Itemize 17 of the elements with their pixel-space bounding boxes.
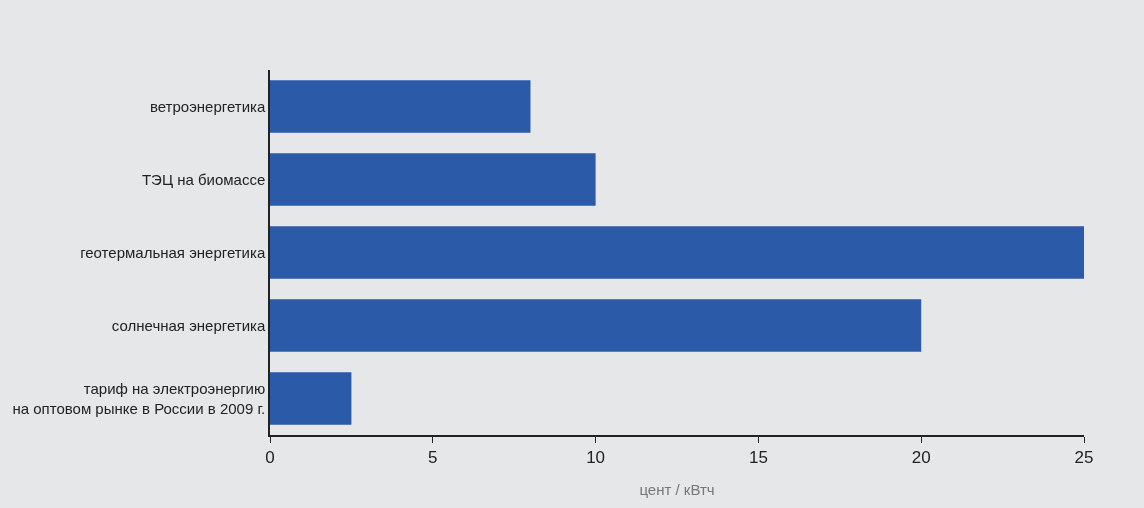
y-tick-label: ветроэнергетика [149, 97, 266, 115]
x-tick-label: 5 [428, 448, 438, 468]
bar [270, 80, 531, 133]
x-tick-label: 25 [1074, 448, 1094, 468]
y-tick-label: тариф на электроэнергию на оптовом рынке в России в 2009 г. [12, 380, 266, 417]
y-tick-label: солнечная энергетика [111, 316, 266, 334]
x-axis-title: цент / кВтч [639, 480, 715, 498]
x-tick-label: 10 [586, 448, 606, 468]
bar [270, 226, 1084, 279]
y-tick-label: геотермальная энергетика [80, 243, 266, 261]
x-tick-label: 0 [265, 448, 275, 468]
y-tick-label: ТЭЦ на биомассе [141, 170, 266, 188]
bar [270, 299, 922, 352]
bar [270, 153, 596, 206]
x-tick-label: 15 [748, 448, 768, 468]
x-tick-label: 20 [911, 448, 931, 468]
bar [270, 372, 352, 425]
